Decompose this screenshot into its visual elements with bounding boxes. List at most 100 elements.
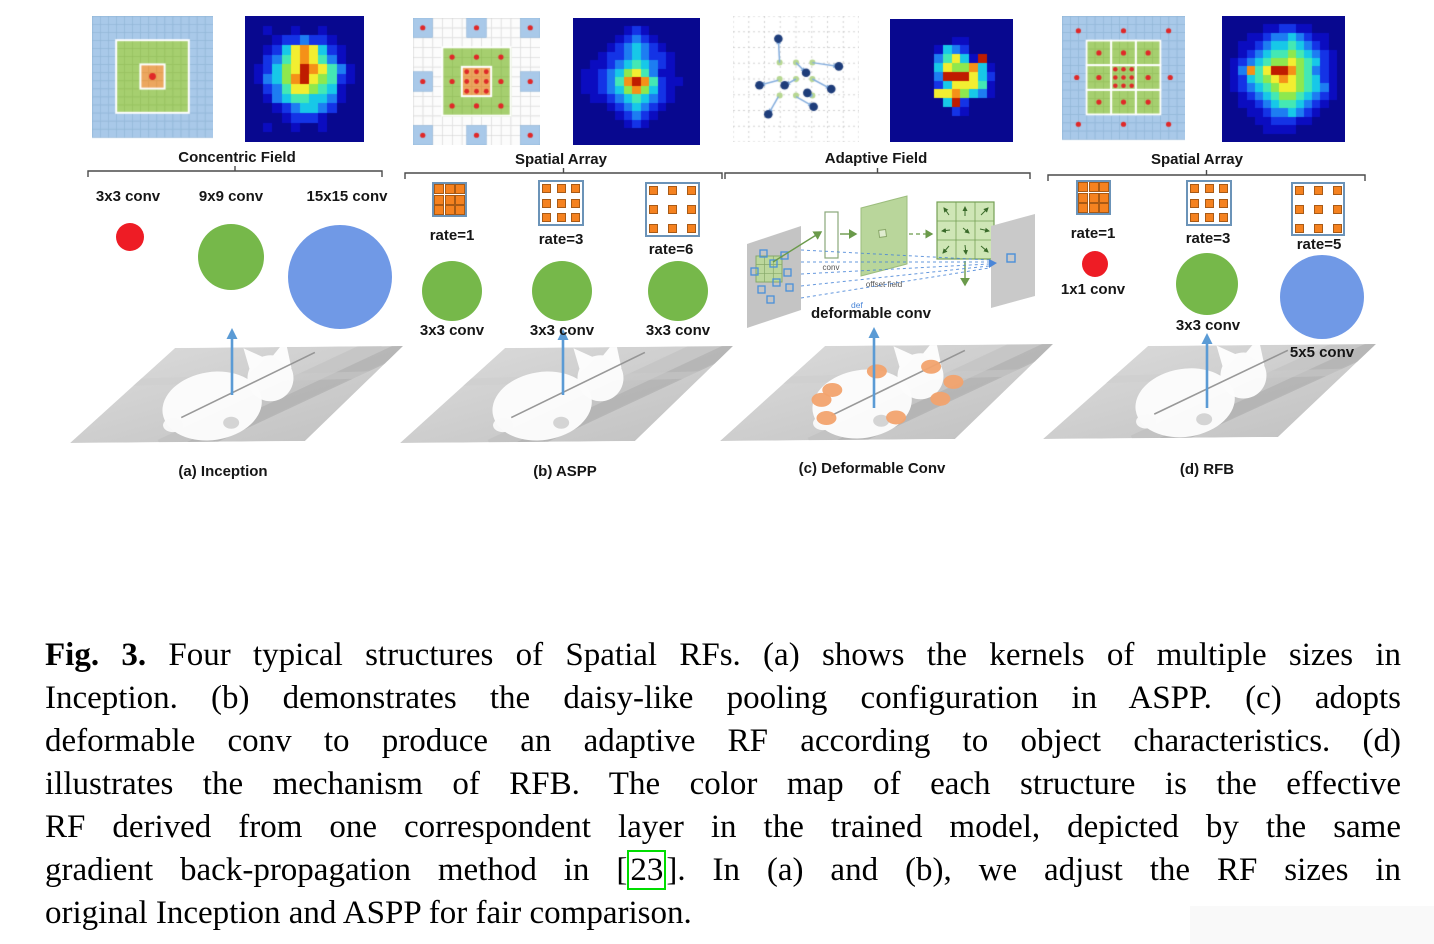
kernel-sample-square	[1204, 213, 1214, 223]
kernel-sample-square	[434, 194, 445, 205]
caption-text: ]. In (a) and (b), we adjust the RF size…	[666, 852, 1401, 888]
caption-text: original Inception and ASPP for fair com…	[45, 895, 692, 931]
kernel-sample-square	[1189, 183, 1199, 193]
conv-1x1-circle	[1082, 251, 1108, 277]
kernel-size-label: 3x3 conv	[95, 188, 161, 205]
kernel-sample-square	[668, 224, 677, 234]
kernel-sample-square	[556, 213, 566, 223]
kernel-sample-square	[668, 205, 677, 214]
caption-text: deformable conv to produce an adaptive R…	[45, 723, 1401, 759]
kernel-sample-square	[444, 194, 455, 205]
kernel-sample-square	[1313, 204, 1323, 214]
kernel-sample-square	[1294, 204, 1304, 214]
field-label: Concentric Field	[178, 149, 296, 166]
kernel-sample-square	[687, 185, 697, 195]
caption-line: RF derived from one correspondent layer …	[45, 806, 1401, 849]
rate-label: rate=3	[538, 231, 584, 248]
sampling-squares	[750, 249, 794, 304]
kernel-sample-square	[687, 205, 697, 214]
rate-label: rate=3	[1185, 230, 1231, 247]
field-label: Spatial Array	[515, 151, 607, 168]
kernel-sample-square	[1219, 183, 1229, 193]
kernel-sample-square	[556, 198, 566, 208]
rate-label: rate=6	[648, 241, 694, 258]
panel-caption: (c) Deformable Conv	[798, 460, 946, 477]
conv-label: 3x3 conv	[529, 322, 595, 339]
kernel-sample-square	[1294, 185, 1304, 195]
caption-text: gradient back-propagation method in [	[45, 852, 628, 888]
kernel-sample-square	[1219, 213, 1229, 223]
kernel-sample-square	[648, 205, 658, 214]
kernel-sample-square	[1332, 223, 1342, 233]
kernel-sample-square	[1088, 182, 1099, 193]
kernel-sample-square	[1332, 185, 1342, 195]
conv-box	[824, 211, 839, 259]
kernel-sample-square	[1098, 182, 1109, 193]
caption-text: Fig. 3.	[45, 637, 147, 673]
inception-effective-rf-heatmap	[245, 16, 364, 142]
conv-9x9-circle	[198, 224, 264, 290]
aspp-effective-rf-heatmap	[573, 18, 700, 145]
kernel-sample-square	[1088, 192, 1099, 203]
page-artifact	[1190, 906, 1434, 944]
kernel-sample-square	[1204, 198, 1214, 208]
conv-label: 3x3 conv	[1175, 317, 1241, 334]
kernel-size-label: 15x15 conv	[306, 188, 388, 205]
caption-text: illustrates the mechanism of RFB. The co…	[45, 766, 1401, 802]
offset-arrows	[941, 206, 990, 255]
kernel-sample-square	[454, 184, 465, 195]
kernel-sample-square	[434, 204, 445, 215]
figure-caption: Fig. 3. Four typical structures of Spati…	[45, 634, 1401, 935]
panel-caption: (d) RFB	[1179, 461, 1235, 478]
dilated-kernel-icon	[432, 182, 467, 217]
citation-23[interactable]: 23	[627, 850, 667, 890]
kernel-sample-square	[556, 183, 566, 193]
rfb-spatial-array-grid-diagram	[1062, 16, 1185, 142]
conv-label: 5x5 conv	[1289, 344, 1355, 361]
caption-line: original Inception and ASPP for fair com…	[45, 892, 1401, 935]
rate-label: rate=1	[1070, 225, 1116, 242]
conv-label: 3x3 conv	[419, 322, 485, 339]
deformable-effective-rf-heatmap	[890, 19, 1013, 142]
conv-3x3-circle	[648, 261, 708, 321]
conv-3x3-circle	[532, 261, 592, 321]
conv-3x3-circle	[422, 261, 482, 321]
conv-box-label: conv	[823, 263, 840, 272]
conv-label: 3x3 conv	[645, 322, 711, 339]
field-label: Spatial Array	[1151, 151, 1243, 168]
rfb-effective-rf-heatmap	[1222, 16, 1345, 142]
daisy-pooling-grid-diagram	[413, 18, 540, 145]
offset-sampling-grid-diagram	[733, 16, 859, 142]
def-label: def	[851, 300, 863, 310]
output-feature-plane	[991, 214, 1035, 308]
kernel-sample-square	[1294, 223, 1304, 233]
dilated-kernel-icon	[1076, 180, 1111, 215]
caption-line: deformable conv to produce an adaptive R…	[45, 720, 1401, 763]
deformable-conv-title: deformable conv	[810, 305, 932, 322]
deform-projection-fan	[800, 249, 990, 299]
rate-label: rate=5	[1296, 236, 1342, 253]
conv-3x3-circle	[116, 223, 144, 251]
dilated-kernel-icon	[645, 182, 700, 237]
kernel-sample-square	[1332, 204, 1342, 214]
kernel-sample-square	[571, 198, 581, 208]
dilated-kernel-icon	[1186, 180, 1232, 226]
kernel-sample-square	[571, 183, 581, 193]
deformable-conv-diagram: conv offset field	[747, 195, 1035, 328]
kernel-sample-square	[1313, 223, 1323, 233]
kernel-size-label: 9x9 conv	[198, 188, 264, 205]
rate-label: rate=1	[429, 227, 475, 244]
kernel-sample-square	[1189, 213, 1199, 223]
kernel-sample-square	[454, 194, 465, 205]
kernel-sample-square	[541, 213, 551, 223]
kernel-sample-square	[1189, 198, 1199, 208]
kernel-sample-square	[541, 198, 551, 208]
caption-line: gradient back-propagation method in [23]…	[45, 849, 1401, 892]
kernel-sample-square	[1088, 202, 1099, 213]
conv-5x5-circle	[1280, 255, 1364, 339]
